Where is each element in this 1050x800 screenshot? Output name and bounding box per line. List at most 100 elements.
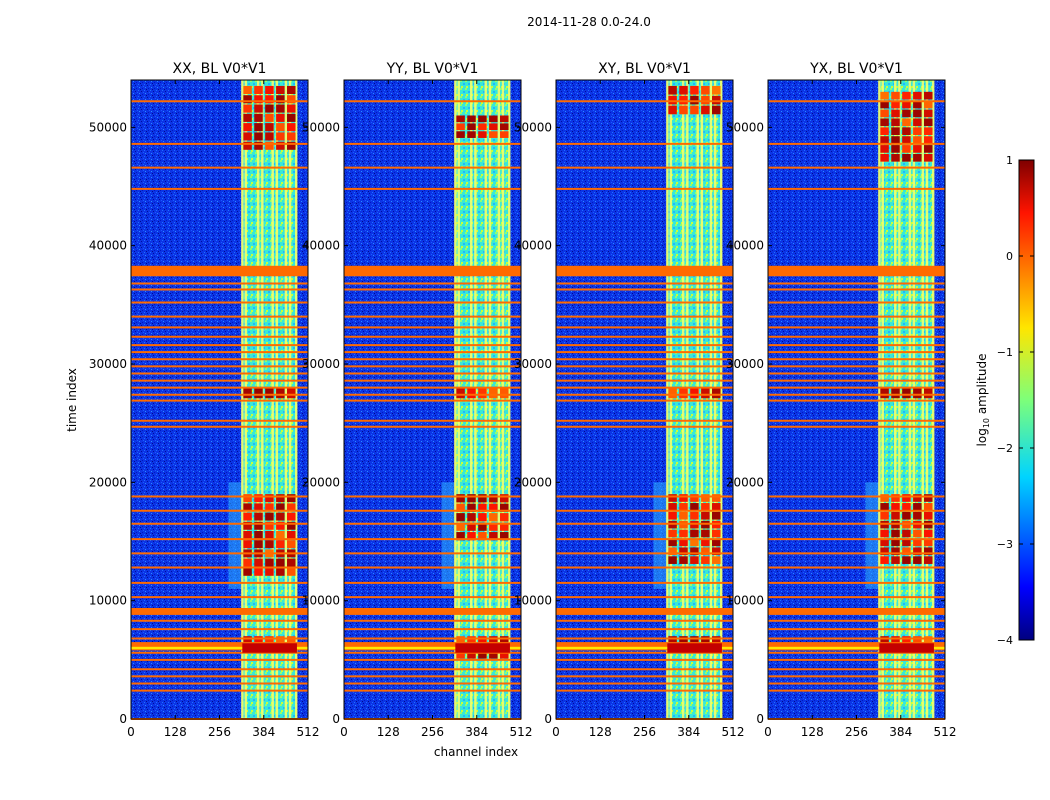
x-axis-label: channel index xyxy=(434,745,518,759)
hot-cell xyxy=(467,532,476,541)
hot-cell xyxy=(880,145,889,153)
panel-1: XX, BL V0*V1 0 128 256 384 512 0 10000 20000 3000… xyxy=(89,61,320,739)
hot-cell xyxy=(690,538,699,547)
y-tick-label: 0 xyxy=(119,712,127,726)
hot-cell xyxy=(891,636,900,644)
hot-cell xyxy=(243,104,252,113)
flag-band xyxy=(556,608,733,615)
hot-cell xyxy=(701,95,710,105)
hot-cell xyxy=(254,104,263,113)
hot-cell xyxy=(276,540,285,549)
bright-column xyxy=(696,80,699,719)
hot-region xyxy=(456,115,509,138)
flag-band xyxy=(131,265,308,276)
panel-title: XY, BL V0*V1 xyxy=(598,61,691,77)
hot-cell xyxy=(701,529,710,538)
hot-cell xyxy=(891,153,900,162)
bright-column xyxy=(932,80,935,719)
hot-cell xyxy=(924,538,933,547)
hot-cell xyxy=(254,567,263,576)
x-tick-label: 384 xyxy=(889,725,912,739)
hot-region xyxy=(243,85,296,150)
hot-cell xyxy=(265,95,274,104)
hot-cell xyxy=(902,145,911,153)
x-tick-label: 128 xyxy=(164,725,187,739)
hot-cell xyxy=(489,651,498,659)
bright-column xyxy=(284,80,288,719)
flag-band xyxy=(768,642,945,651)
hot-cell xyxy=(243,503,252,512)
hot-region xyxy=(243,387,296,399)
hot-cell xyxy=(701,387,710,399)
hot-cell xyxy=(913,494,922,502)
hot-cell xyxy=(891,511,900,520)
hot-cell xyxy=(276,503,285,512)
hot-cell xyxy=(287,132,296,141)
hot-cell xyxy=(478,651,487,659)
hot-cell xyxy=(456,532,465,541)
flag-band xyxy=(131,608,308,615)
bright-column xyxy=(700,80,704,719)
x-tick-label: 384 xyxy=(252,725,275,739)
hot-cell xyxy=(880,547,889,556)
hot-cell xyxy=(902,538,911,547)
y-tick-label: 20000 xyxy=(514,475,552,489)
hot-region xyxy=(243,494,296,576)
hot-cell xyxy=(913,91,922,100)
hot-cell xyxy=(891,100,900,109)
hot-cell xyxy=(924,100,933,109)
flag-band xyxy=(768,608,945,615)
hot-cell xyxy=(265,503,274,512)
colorbar-ticks: 1 0 −1 −2 −3 −4 xyxy=(997,154,1034,647)
hot-cell xyxy=(243,387,252,399)
hot-cell xyxy=(489,387,498,399)
hot-cell xyxy=(500,532,509,541)
hot-cell xyxy=(880,636,889,644)
bright-time-line xyxy=(768,646,945,650)
hot-cell xyxy=(265,113,274,122)
hot-cell xyxy=(254,123,263,132)
x-tick-label: 512 xyxy=(297,725,320,739)
y-tick-label: 30000 xyxy=(514,357,552,371)
hot-cell xyxy=(254,503,263,512)
panels: XX, BL V0*V1 0 128 256 384 512 0 10000 20000 3000… xyxy=(89,61,957,739)
hot-cell xyxy=(243,132,252,141)
hot-cell xyxy=(679,503,688,511)
hot-cell xyxy=(265,387,274,399)
hot-cell xyxy=(913,503,922,511)
hot-cell xyxy=(913,387,922,399)
hot-cell xyxy=(500,131,509,138)
hot-cell xyxy=(500,123,509,131)
hot-cell xyxy=(712,529,721,538)
hot-cell xyxy=(902,494,911,502)
hot-cell xyxy=(891,503,900,511)
hot-cell xyxy=(880,556,889,564)
hot-cell xyxy=(276,567,285,576)
hot-cell xyxy=(254,521,263,530)
bright-column xyxy=(457,80,460,719)
hot-cell xyxy=(287,567,296,576)
hot-cell xyxy=(712,387,721,399)
hot-cell xyxy=(489,522,498,531)
hot-cell xyxy=(467,651,476,659)
hot-cell xyxy=(924,529,933,538)
bright-channel-band xyxy=(242,80,297,719)
hot-cell xyxy=(456,115,465,123)
hot-cell xyxy=(276,123,285,132)
hot-cell xyxy=(679,387,688,399)
bright-column xyxy=(709,80,713,719)
hot-cell xyxy=(902,118,911,127)
colorbar-gradient xyxy=(1018,159,1035,641)
hot-cell xyxy=(265,141,274,150)
hot-cell xyxy=(913,636,922,644)
hot-cell xyxy=(276,494,285,503)
hot-cell xyxy=(701,511,710,520)
hot-cell xyxy=(500,115,509,123)
hot-cell xyxy=(478,123,487,131)
hot-cell xyxy=(891,118,900,127)
bright-column xyxy=(669,80,672,719)
hot-cell xyxy=(467,131,476,138)
hot-cell xyxy=(489,503,498,512)
hot-region xyxy=(668,85,721,115)
x-tick-label: 512 xyxy=(722,725,745,739)
